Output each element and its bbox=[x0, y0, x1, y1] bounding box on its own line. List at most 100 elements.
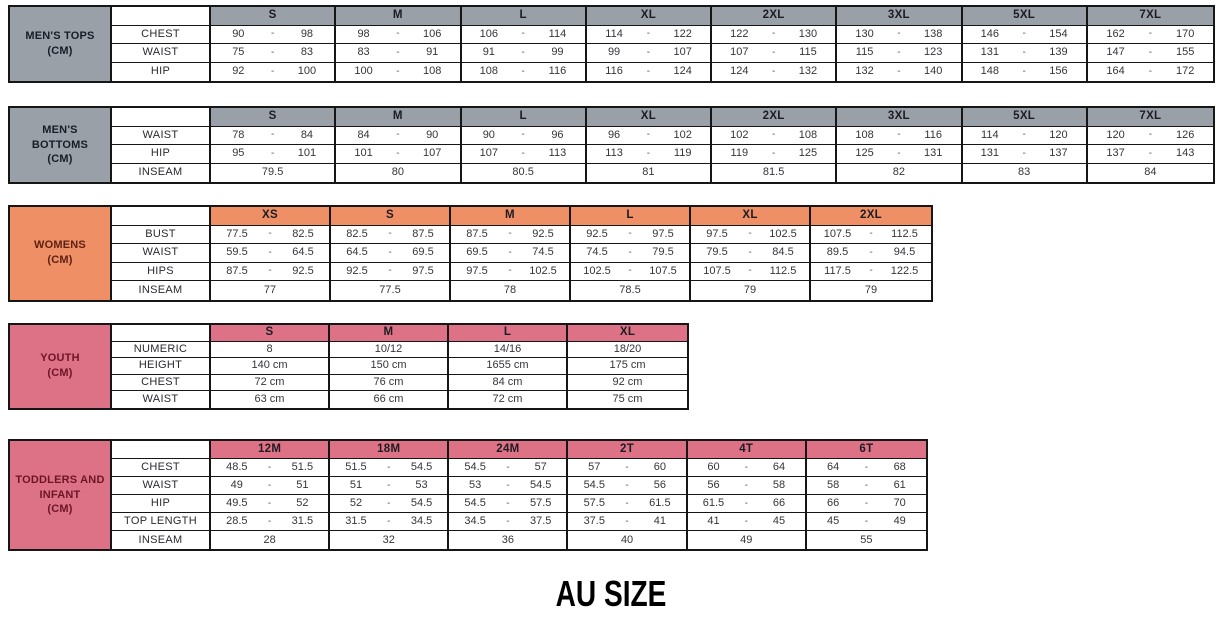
column-header-cell: M bbox=[330, 325, 449, 342]
range-max: 57 bbox=[534, 461, 547, 473]
row-label-cell: TOP LENGTH bbox=[112, 513, 211, 531]
column-header-cell: L bbox=[461, 108, 587, 127]
range-min: 147 bbox=[1106, 46, 1125, 59]
range-cell: 102.5 - 107.5 bbox=[571, 262, 691, 281]
range-max: 54.5 bbox=[410, 461, 433, 473]
range-cell: 41 - 45 bbox=[687, 513, 807, 531]
range-max: 172 bbox=[1176, 65, 1195, 78]
column-header-cell: 18M bbox=[330, 441, 450, 459]
range-cell: 90 - 98 bbox=[211, 25, 337, 44]
table-toddlers-infant: TODDLERS AND INFANT (CM) 12M 18M 24M 2T 4T 6T C… bbox=[8, 439, 928, 551]
table-youth: YOUTH (CM) S M L XL NUMERIC 8 10/12 14/16 18/20 HE… bbox=[8, 323, 689, 410]
row-label-cell: CHEST bbox=[112, 25, 211, 44]
range-min: 107 bbox=[730, 46, 749, 59]
range-cell: 114 - 122 bbox=[586, 25, 712, 44]
column-header-cell: 4T bbox=[687, 441, 807, 459]
range-max: 106 bbox=[423, 27, 442, 40]
range-separator: - bbox=[388, 246, 392, 258]
range-separator: - bbox=[771, 147, 776, 159]
range-cell: 51.5 - 54.5 bbox=[330, 459, 450, 477]
range-max: 37.5 bbox=[529, 515, 552, 527]
value-cell: 150 cm bbox=[330, 358, 449, 375]
range-cell: 148 - 156 bbox=[962, 62, 1088, 81]
range-min: 51 bbox=[349, 479, 363, 491]
value-cell: 72 cm bbox=[449, 391, 568, 408]
range-separator: - bbox=[744, 497, 748, 509]
range-max: 69.5 bbox=[412, 246, 434, 259]
page-title: AU SIZE bbox=[555, 573, 667, 614]
range-min: 117.5 bbox=[824, 264, 851, 277]
range-max: 56 bbox=[653, 479, 666, 491]
row-label-cell: HEIGHT bbox=[112, 358, 211, 375]
range-max: 107 bbox=[673, 46, 692, 59]
range-min: 92.5 bbox=[586, 227, 608, 240]
range-cell: 146 - 154 bbox=[962, 25, 1088, 44]
range-max: 31.5 bbox=[291, 515, 314, 527]
range-min: 74.5 bbox=[586, 246, 608, 259]
range-separator: - bbox=[1148, 129, 1153, 141]
table-label-cell: YOUTH (CM) bbox=[10, 325, 112, 408]
value-cell: 78 bbox=[451, 281, 571, 300]
range-separator: - bbox=[869, 265, 873, 277]
header-blank-cell bbox=[112, 207, 211, 226]
column-header-cell: XS bbox=[211, 207, 331, 226]
range-max: 52 bbox=[296, 497, 309, 509]
range-min: 148 bbox=[980, 65, 999, 78]
range-max: 101 bbox=[297, 147, 317, 160]
range-cell: 92.5 - 97.5 bbox=[331, 262, 451, 281]
range-max: 102.5 bbox=[529, 264, 557, 277]
table-mens-tops: MEN'S TOPS (CM) S M L XL 2XL 3XL 5XL 7XL CHEST 90 -… bbox=[8, 5, 1215, 83]
range-separator: - bbox=[744, 461, 748, 473]
column-header-cell: 2XL bbox=[811, 207, 931, 226]
range-min: 79.5 bbox=[706, 246, 728, 259]
range-max: 170 bbox=[1176, 27, 1195, 40]
table-label-cell: MEN'S TOPS (CM) bbox=[10, 7, 112, 81]
range-max: 107.5 bbox=[649, 264, 677, 277]
range-separator: - bbox=[1148, 65, 1153, 77]
range-cell: 31.5 - 34.5 bbox=[330, 513, 450, 531]
range-min: 116 bbox=[605, 65, 623, 78]
range-max: 143 bbox=[1176, 147, 1195, 160]
range-cell: 100 - 108 bbox=[336, 62, 462, 81]
range-max: 139 bbox=[1049, 46, 1068, 59]
range-separator: - bbox=[897, 46, 901, 58]
range-max: 108 bbox=[423, 65, 442, 78]
value-cell: 92 cm bbox=[568, 374, 687, 391]
range-separator: - bbox=[897, 65, 901, 77]
range-max: 120 bbox=[1049, 128, 1068, 141]
range-cell: 113 - 119 bbox=[586, 145, 712, 164]
range-cell: 49.5 - 52 bbox=[211, 495, 331, 513]
range-min: 107.5 bbox=[703, 264, 731, 277]
range-cell: 92 - 100 bbox=[211, 62, 337, 81]
range-separator: - bbox=[396, 147, 400, 159]
range-cell: 164 - 172 bbox=[1087, 62, 1213, 81]
range-separator: - bbox=[625, 479, 629, 491]
range-separator: - bbox=[1148, 46, 1153, 58]
range-max: 61 bbox=[893, 479, 906, 491]
range-separator: - bbox=[646, 129, 651, 141]
range-separator: - bbox=[396, 129, 400, 141]
range-cell: 59.5 - 64.5 bbox=[211, 244, 331, 263]
range-min: 61.5 bbox=[702, 497, 725, 509]
range-max: 119 bbox=[673, 147, 692, 160]
value-cell: 36 bbox=[449, 531, 569, 549]
range-max: 107 bbox=[423, 147, 442, 160]
range-cell: 162 - 170 bbox=[1087, 25, 1213, 44]
range-cell: 120 - 126 bbox=[1087, 126, 1213, 145]
range-cell: 117.5 - 122.5 bbox=[811, 262, 931, 281]
range-cell: 95 - 101 bbox=[211, 145, 337, 164]
column-header-cell: 7XL bbox=[1087, 108, 1213, 127]
value-cell: 80.5 bbox=[461, 163, 587, 182]
column-header-cell: M bbox=[451, 207, 571, 226]
range-max: 92.5 bbox=[532, 227, 554, 240]
range-cell: 102 - 108 bbox=[712, 126, 838, 145]
column-header-cell: L bbox=[461, 7, 587, 26]
value-cell: 79 bbox=[811, 281, 931, 300]
range-max: 99 bbox=[551, 46, 564, 59]
range-cell: 107 - 115 bbox=[712, 44, 838, 63]
range-max: 122.5 bbox=[890, 264, 919, 277]
range-min: 90 bbox=[482, 128, 495, 141]
range-max: 116 bbox=[924, 128, 942, 141]
range-min: 54.5 bbox=[464, 461, 486, 473]
row-label-cell: WAIST bbox=[112, 126, 211, 145]
